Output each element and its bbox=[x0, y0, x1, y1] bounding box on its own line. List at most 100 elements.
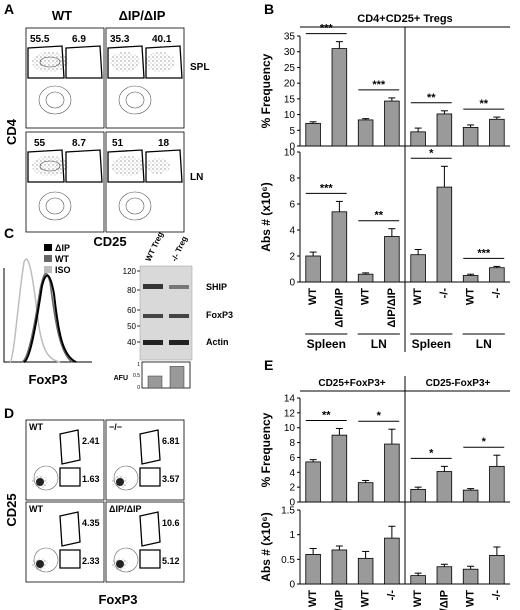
flow-plot-d: −/− 6.81 3.57 bbox=[105, 419, 185, 501]
pct-lower: 1.63 bbox=[82, 474, 100, 484]
x-axis-label-cd25: CD25 bbox=[93, 234, 126, 249]
chart-e-bottom: 0 0.5 1 1.5 Abs # (x10⁶) WT ΔIP/ΔIP WT -/- WT ΔIP/… bbox=[259, 502, 510, 610]
group-label: LN bbox=[371, 337, 387, 351]
y-tick-label: 10 bbox=[284, 110, 296, 121]
y-tick-label: 4 bbox=[289, 226, 295, 237]
category-label: -/- bbox=[491, 288, 503, 299]
gate-upper bbox=[139, 511, 161, 547]
pct-upper: 4.35 bbox=[82, 518, 100, 528]
col-label-wt: WT bbox=[52, 8, 72, 23]
bar bbox=[357, 119, 374, 147]
gate-upper bbox=[59, 511, 81, 547]
legend-label: ΔIP bbox=[55, 243, 70, 253]
category-label: WT bbox=[412, 288, 424, 305]
plot-frame bbox=[105, 501, 185, 583]
y-tick-label: 0 bbox=[289, 498, 295, 509]
y-tick-label: 20 bbox=[284, 79, 296, 90]
gate-lower bbox=[59, 549, 81, 569]
panel-label-a: A bbox=[4, 1, 14, 17]
bar bbox=[384, 236, 400, 283]
bar bbox=[489, 554, 505, 585]
pct-value: 35.3 bbox=[110, 34, 130, 45]
y-axis-label-cd25: CD25 bbox=[4, 493, 19, 526]
y-tick-label: 1.5 bbox=[281, 506, 295, 517]
category-label: WT bbox=[360, 288, 372, 305]
pct-value: 6.9 bbox=[72, 34, 86, 45]
y-tick-label: 8 bbox=[289, 438, 295, 449]
category-label: ΔIP/ΔIP bbox=[333, 288, 345, 328]
y-tick-label: 8 bbox=[289, 174, 295, 185]
flow-plot-d: WT 2.41 1.63 bbox=[25, 419, 105, 501]
y-tick-label: 4 bbox=[289, 468, 295, 479]
significance-label: * bbox=[377, 410, 382, 422]
chart-b-top: CD4+CD25+ Tregs 0 5 10 15 20 25 30 35 % Frequency… bbox=[259, 13, 510, 153]
y-axis-label: Abs # (x10⁶) bbox=[259, 182, 273, 252]
panel-label-b: B bbox=[264, 1, 274, 17]
row-label-ln: LN bbox=[190, 172, 203, 183]
y-tick-label: 6 bbox=[289, 453, 295, 464]
mw-marker: 50 bbox=[127, 322, 136, 331]
contour bbox=[33, 547, 59, 573]
bar bbox=[384, 537, 400, 585]
category-label: WT bbox=[307, 590, 319, 607]
y-tick-label: 0 bbox=[289, 142, 295, 153]
pct-upper: 2.41 bbox=[82, 436, 100, 446]
legend-label: WT bbox=[55, 254, 69, 264]
band-ship-ko bbox=[169, 285, 189, 289]
significance-label: *** bbox=[320, 182, 334, 194]
pct-lower: 3.57 bbox=[162, 474, 180, 484]
y-tick-label: 10 bbox=[284, 148, 296, 159]
category-label: -/- bbox=[491, 590, 503, 601]
category-label: WT bbox=[360, 590, 372, 607]
significance-label: * bbox=[482, 436, 487, 448]
pct-value: 51 bbox=[112, 138, 124, 149]
significance-label: * bbox=[429, 447, 434, 459]
y-tick-label: 1 bbox=[289, 530, 295, 541]
band-label: SHIP bbox=[206, 282, 227, 292]
afu-bar bbox=[147, 375, 163, 389]
flow-plot-ln-wt: 55 8.7 bbox=[25, 131, 105, 233]
bar bbox=[436, 566, 453, 585]
significance-label: * bbox=[429, 147, 434, 159]
bar bbox=[384, 100, 400, 147]
y-tick-label: 5 bbox=[289, 126, 295, 137]
bar bbox=[462, 568, 479, 585]
y-axis-label: % Frequency bbox=[259, 412, 273, 487]
gate-lower bbox=[139, 467, 161, 487]
band-label: Actin bbox=[206, 337, 229, 347]
bar bbox=[489, 465, 505, 503]
significance-label: *** bbox=[320, 23, 334, 35]
plot-label: WT bbox=[29, 422, 43, 432]
histogram: ΔIP WT ISO FoxP3 bbox=[3, 243, 92, 387]
category-label: -/- bbox=[386, 590, 398, 601]
pct-upper: 10.6 bbox=[162, 518, 180, 528]
western-blot: WT Treg -/- Treg 120 80 60 50 40 SHIP bbox=[114, 230, 233, 391]
bar bbox=[357, 273, 374, 283]
group-label: Spleen bbox=[307, 337, 346, 351]
bar bbox=[410, 131, 426, 147]
pct-value: 18 bbox=[158, 138, 170, 149]
category-label: WT bbox=[307, 288, 319, 305]
bar bbox=[357, 557, 374, 585]
group-label: LN bbox=[476, 337, 492, 351]
band-label: FoxP3 bbox=[206, 310, 233, 320]
y-tick-label: 25 bbox=[284, 63, 296, 74]
gate-lower bbox=[59, 467, 81, 487]
y-tick-label: 12 bbox=[284, 408, 296, 419]
plot-label: WT bbox=[29, 504, 43, 514]
y-axis-label: Abs # (x10⁶) bbox=[259, 512, 273, 582]
flow-plot-spl-wt: 55.5 6.9 bbox=[25, 27, 105, 129]
y-tick-label: 2 bbox=[289, 252, 295, 263]
mw-marker: 60 bbox=[127, 306, 136, 315]
plot-label: ΔIP/ΔIP bbox=[109, 504, 141, 514]
flow-plot-ln-ko: 51 18 bbox=[105, 131, 185, 233]
bar bbox=[305, 461, 321, 503]
cell-core bbox=[36, 478, 44, 486]
plot-frame bbox=[25, 501, 105, 583]
y-tick-label: 6 bbox=[289, 200, 295, 211]
col-label-ko: ΔIP/ΔIP bbox=[119, 8, 166, 23]
bar bbox=[305, 122, 321, 147]
flow-plot-d: WT 4.35 2.33 bbox=[25, 501, 105, 583]
bar bbox=[384, 443, 400, 503]
